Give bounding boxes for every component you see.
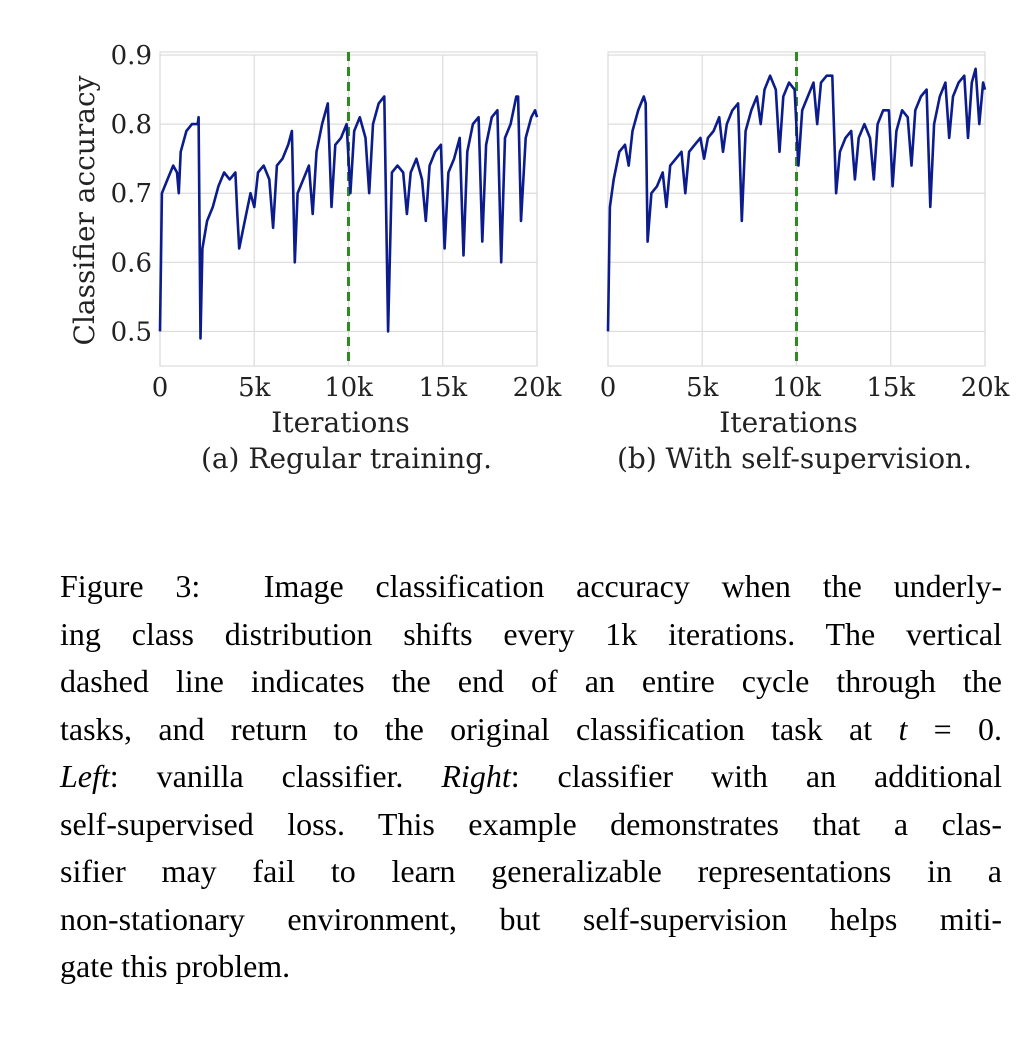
x-tick-label: 5k [686, 373, 719, 403]
caption-text: self-supervised loss. This example demon… [60, 805, 1002, 842]
x-tick-label: 0 [152, 373, 169, 403]
x-tick-label: 15k [866, 373, 915, 403]
caption-text: : vanilla classifier. [109, 758, 442, 794]
subfigure-caption: (b) With self-supervision. [617, 442, 972, 475]
caption-text: Figure 3: Image classification accuracy … [60, 568, 1002, 604]
caption-text: gate this problem. [60, 948, 291, 984]
caption-text: Right [441, 758, 511, 794]
caption-line: non-stationary environment, but self-sup… [60, 896, 1002, 944]
y-tick-label: 0.5 [111, 317, 152, 347]
caption-text: : classifier with an additional [510, 758, 1003, 794]
x-tick-label: 5k [238, 373, 271, 403]
caption-text: non-stationary environment, but self-sup… [60, 900, 1002, 937]
y-tick-label: 0.6 [111, 248, 152, 278]
x-tick-label: 15k [418, 373, 467, 403]
caption-text: Left [60, 758, 110, 794]
y-tick-label: 0.7 [111, 179, 152, 209]
caption-line: dashed line indicates the end of an enti… [60, 658, 1002, 706]
y-tick-label: 0.8 [111, 110, 152, 140]
caption-text: sifier may fail to learn generalizable r… [60, 853, 1002, 889]
caption-text: ing class distribution shifts every 1k i… [60, 615, 1002, 652]
x-tick-label: 0 [600, 373, 617, 403]
y-axis-label: Classifier accuracy [68, 75, 101, 345]
caption-line: gate this problem. [60, 943, 1002, 991]
caption-text: = 0. [907, 710, 1003, 747]
x-tick-label: 10k [772, 373, 821, 403]
x-tick-label: 20k [961, 373, 1010, 403]
figure-caption: Figure 3: Image classification accuracy … [60, 563, 1002, 991]
figure: 0.5 0.6 0.7 0.8 0.9 0 5k 10k 15k 20k Classifier ac… [68, 41, 1010, 475]
x-tick-label: 10k [324, 373, 373, 403]
x-axis-label: Iterations [719, 406, 857, 439]
caption-line: self-supervised loss. This example demon… [60, 801, 1002, 849]
caption-text: tasks, and return to the original classi… [60, 710, 899, 747]
y-tick-label: 0.9 [111, 41, 152, 71]
caption-line: ing class distribution shifts every 1k i… [60, 611, 1002, 659]
x-axis-label: Iterations [271, 406, 409, 439]
data-line [606, 67, 987, 332]
caption-text: t [898, 710, 908, 747]
caption-line: tasks, and return to the original classi… [60, 706, 1002, 754]
caption-line: Left: vanilla classifier. Right: classif… [60, 753, 1002, 801]
x-tick-label: 20k [513, 373, 562, 403]
caption-text: dashed line indicates the end of an enti… [60, 663, 1002, 699]
subfigure-caption: (a) Regular training. [201, 442, 492, 475]
caption-line: sifier may fail to learn generalizable r… [60, 848, 1002, 896]
data-line [158, 95, 539, 340]
caption-line: Figure 3: Image classification accuracy … [60, 563, 1002, 611]
